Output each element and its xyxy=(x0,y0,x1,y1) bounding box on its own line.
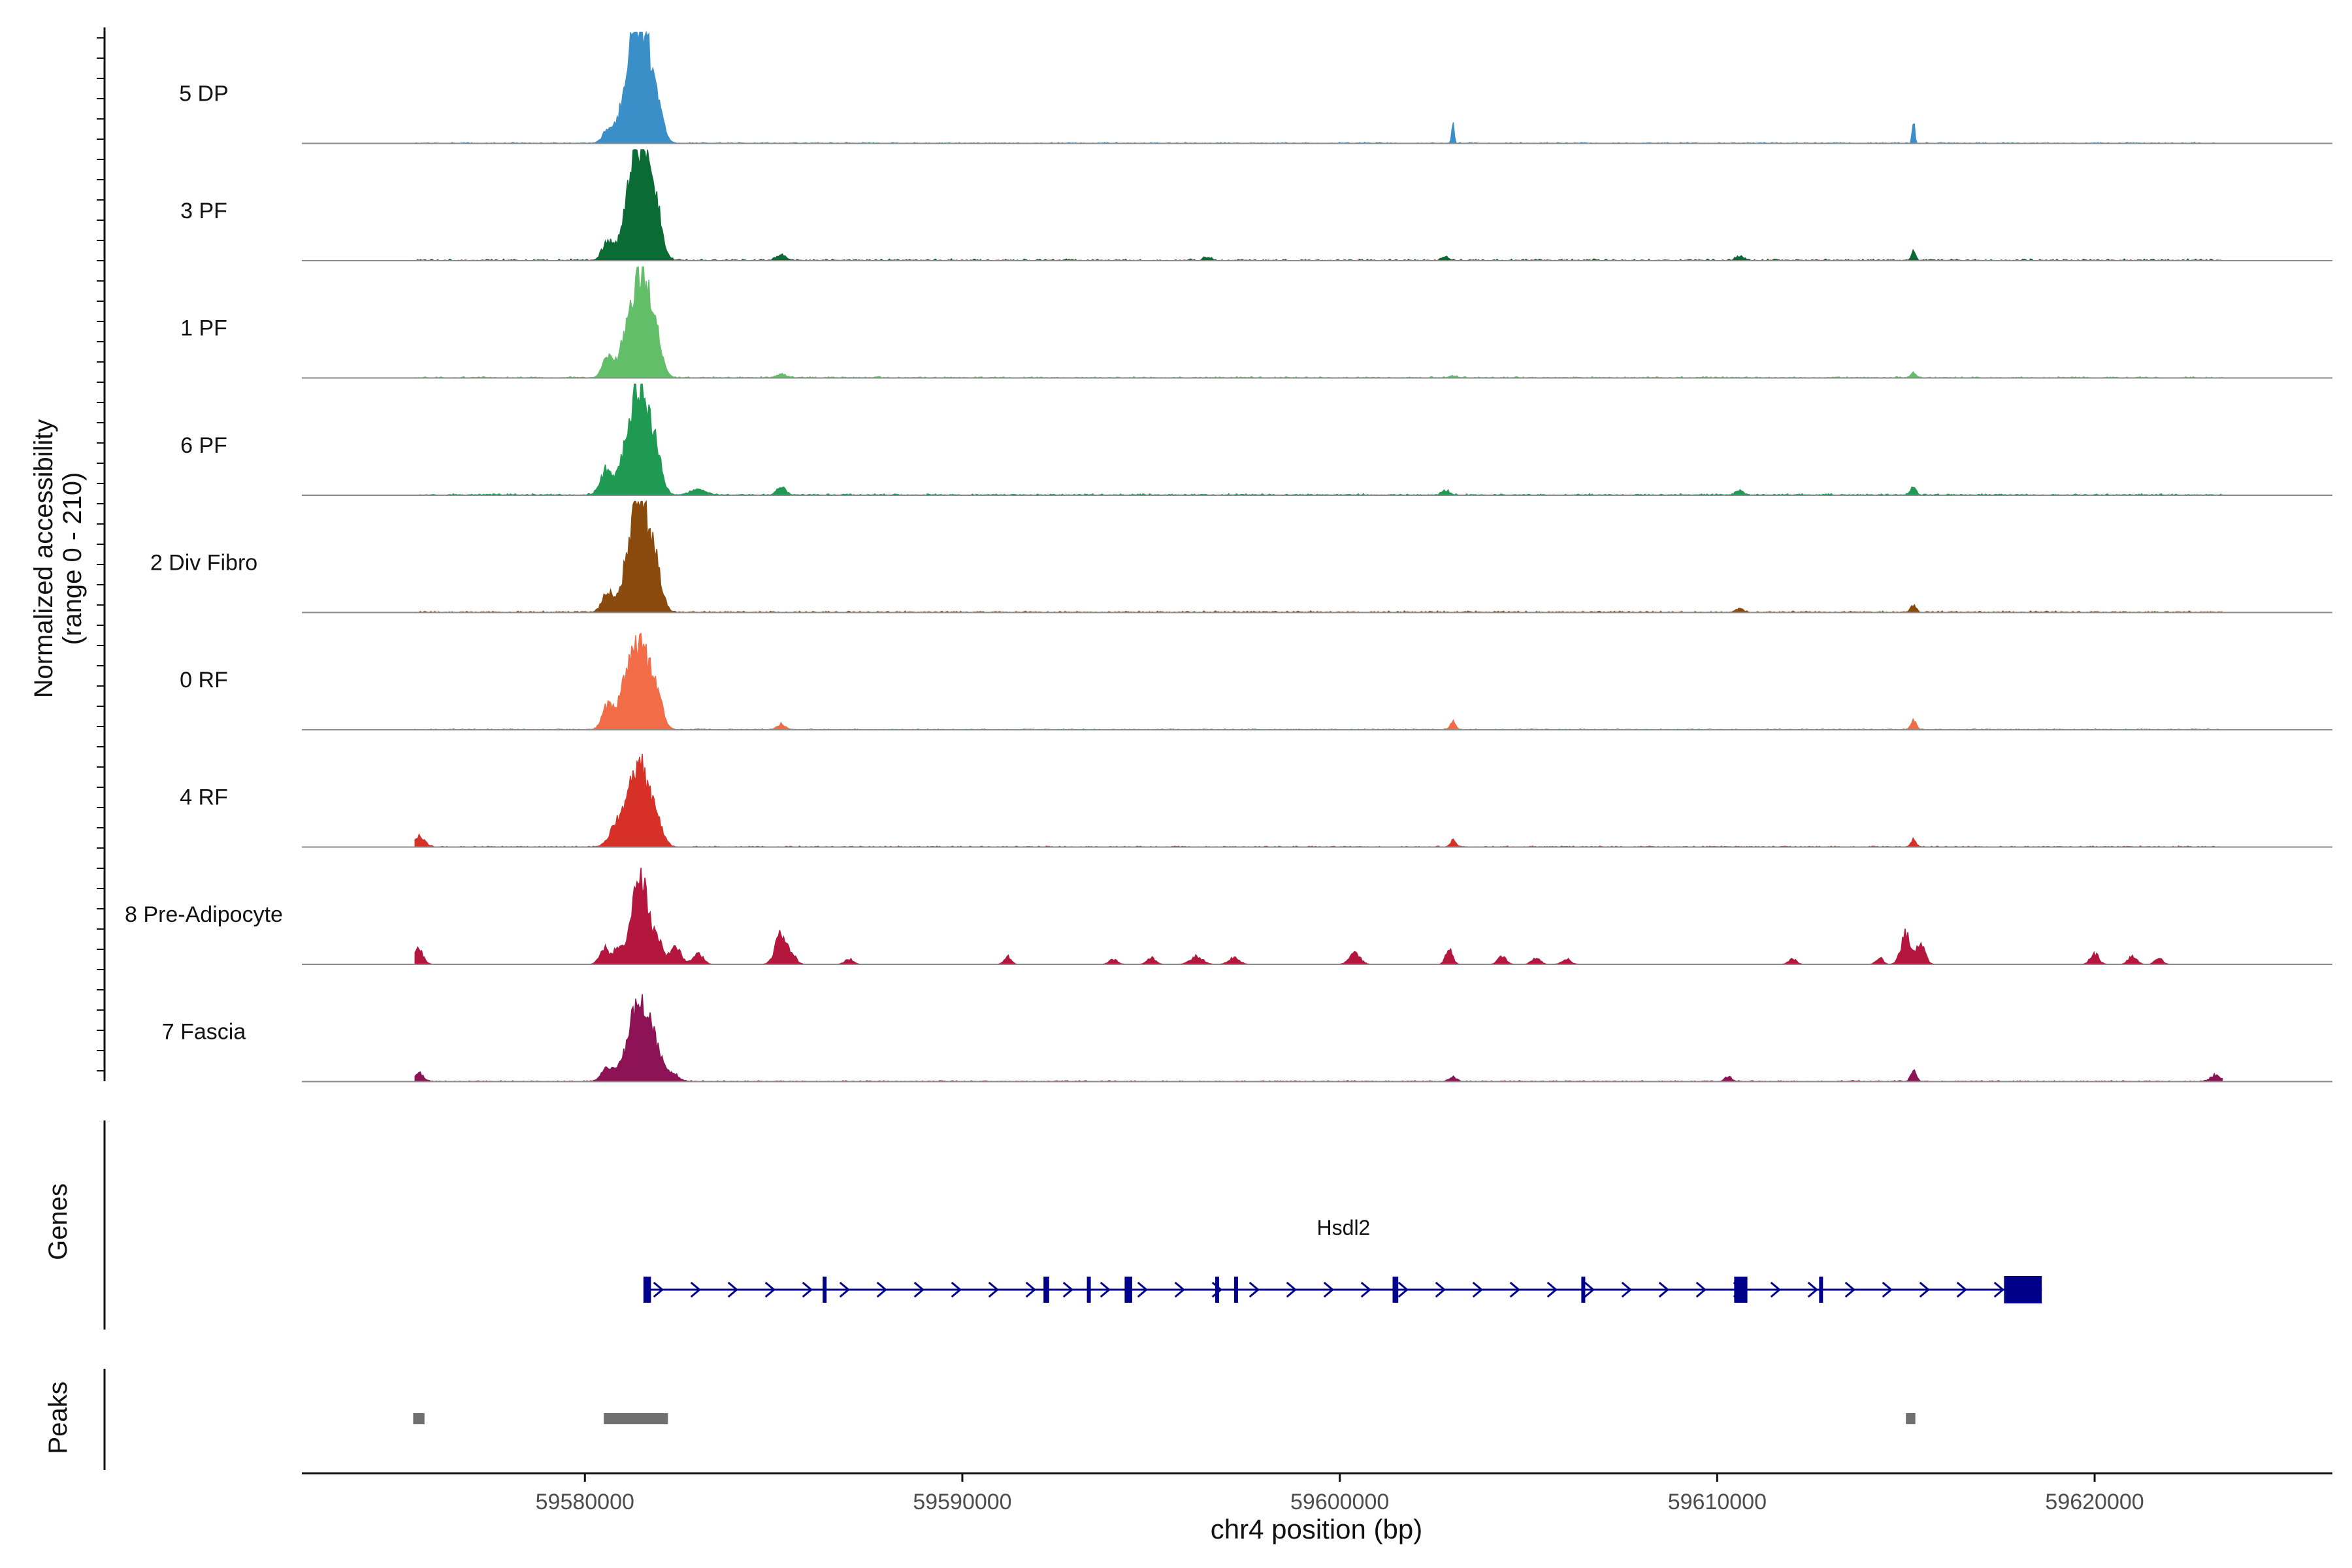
strand-arrow xyxy=(1286,1281,1298,1298)
y-axis-label-line1: Normalized accessibility xyxy=(29,419,58,698)
track-label: 4 RF xyxy=(180,785,228,810)
exon xyxy=(1215,1277,1220,1303)
track-4: 2 Div Fibro xyxy=(150,500,2332,613)
strand-arrow xyxy=(1807,1281,1819,1298)
strand-arrow xyxy=(1919,1281,1931,1298)
track-label: 5 DP xyxy=(179,82,229,106)
x-tick-label: 59620000 xyxy=(2045,1490,2144,1514)
y-axis-label-line2: (range 0 - 210) xyxy=(58,472,87,645)
x-axis-label: chr4 position (bp) xyxy=(1211,1514,1423,1544)
x-tick-label: 59610000 xyxy=(1668,1490,1767,1514)
y-axis xyxy=(97,27,106,1081)
coverage-area xyxy=(414,867,2223,965)
x-tick-label: 59590000 xyxy=(913,1490,1011,1514)
track-6: 4 RF xyxy=(180,753,2332,848)
exon xyxy=(1233,1277,1238,1303)
exon xyxy=(643,1277,651,1303)
strand-arrow xyxy=(1137,1281,1149,1298)
strand-arrow xyxy=(1509,1281,1521,1298)
strand-arrow xyxy=(1174,1281,1186,1298)
track-7: 8 Pre-Adipocyte xyxy=(125,867,2332,965)
strand-arrow xyxy=(876,1281,888,1298)
track-8: 7 Fascia xyxy=(162,994,2332,1083)
exon xyxy=(1043,1277,1049,1303)
track-label: 7 Fascia xyxy=(162,1020,246,1045)
exon xyxy=(1734,1277,1748,1303)
exon xyxy=(1124,1277,1132,1303)
strand-arrow xyxy=(1695,1281,1707,1298)
accessibility-tracks: 5 DP 3 PF 1 PF 6 PF 2 Div Fibro 0 RF 4 RF 8 Pre… xyxy=(125,31,2332,1083)
strand-arrow xyxy=(802,1281,813,1298)
strand-arrow xyxy=(764,1281,776,1298)
strand-arrow xyxy=(839,1281,851,1298)
strand-arrow xyxy=(1658,1281,1670,1298)
exon xyxy=(823,1277,827,1303)
track-label: 3 PF xyxy=(180,199,227,223)
strand-arrow xyxy=(1062,1281,1074,1298)
strand-arrow xyxy=(1472,1281,1484,1298)
track-label: 0 RF xyxy=(180,668,228,693)
track-label: 6 PF xyxy=(180,433,227,458)
strand-arrow xyxy=(727,1281,739,1298)
peak-region xyxy=(413,1413,425,1424)
strand-arrow xyxy=(1360,1281,1372,1298)
x-tick-label: 59600000 xyxy=(1290,1490,1389,1514)
strand-arrow xyxy=(1584,1281,1595,1298)
strand-arrow xyxy=(1546,1281,1558,1298)
coverage-area xyxy=(414,266,2223,379)
exon xyxy=(1819,1277,1823,1303)
track-label: 1 PF xyxy=(180,316,227,341)
strand-arrow xyxy=(1397,1281,1409,1298)
exon xyxy=(1392,1277,1399,1303)
coverage-area xyxy=(414,632,2223,730)
track-2: 1 PF xyxy=(180,266,2332,379)
strand-arrow xyxy=(1770,1281,1782,1298)
peaks-panel-label: Peaks xyxy=(44,1381,73,1454)
coverage-area xyxy=(414,384,2223,497)
coverage-area xyxy=(414,994,2223,1083)
coverage-area xyxy=(414,149,2223,261)
strand-arrow xyxy=(1882,1281,1893,1298)
exon xyxy=(1086,1277,1091,1303)
strand-arrow xyxy=(1100,1281,1111,1298)
peak-region xyxy=(1906,1413,1916,1424)
coverage-area xyxy=(414,31,2223,144)
track-label: 2 Div Fibro xyxy=(150,551,257,576)
strand-arrow xyxy=(1025,1281,1037,1298)
gene-name-label: Hsdl2 xyxy=(1317,1216,1371,1239)
strand-arrow xyxy=(1956,1281,1968,1298)
strand-arrow xyxy=(1435,1281,1446,1298)
track-label: 8 Pre-Adipocyte xyxy=(125,902,283,927)
strand-arrow xyxy=(1993,1281,2005,1298)
gene-panel: Hsdl2 xyxy=(103,1120,2042,1330)
track-1: 3 PF xyxy=(180,149,2332,261)
strand-arrow xyxy=(1249,1281,1260,1298)
track-3: 6 PF xyxy=(180,384,2332,497)
track-0: 5 DP xyxy=(179,31,2332,144)
strand-arrow xyxy=(913,1281,925,1298)
genes-panel-label: Genes xyxy=(44,1183,73,1260)
coverage-area xyxy=(414,753,2223,848)
strand-arrow xyxy=(690,1281,702,1298)
strand-arrow xyxy=(653,1281,664,1298)
strand-arrow xyxy=(1844,1281,1856,1298)
coverage-area xyxy=(414,500,2223,613)
exon xyxy=(2004,1276,2042,1303)
strand-arrow xyxy=(951,1281,962,1298)
x-tick-label: 59580000 xyxy=(536,1490,634,1514)
track-5: 0 RF xyxy=(180,632,2332,730)
strand-arrow xyxy=(988,1281,1000,1298)
strand-arrow xyxy=(1323,1281,1335,1298)
peak-region xyxy=(604,1413,668,1424)
strand-arrow xyxy=(1621,1281,1633,1298)
exon xyxy=(1581,1277,1586,1303)
peaks-panel xyxy=(103,1369,1916,1470)
x-axis: 59580000 59590000 59600000 59610000 59620000 xyxy=(302,1472,2332,1514)
